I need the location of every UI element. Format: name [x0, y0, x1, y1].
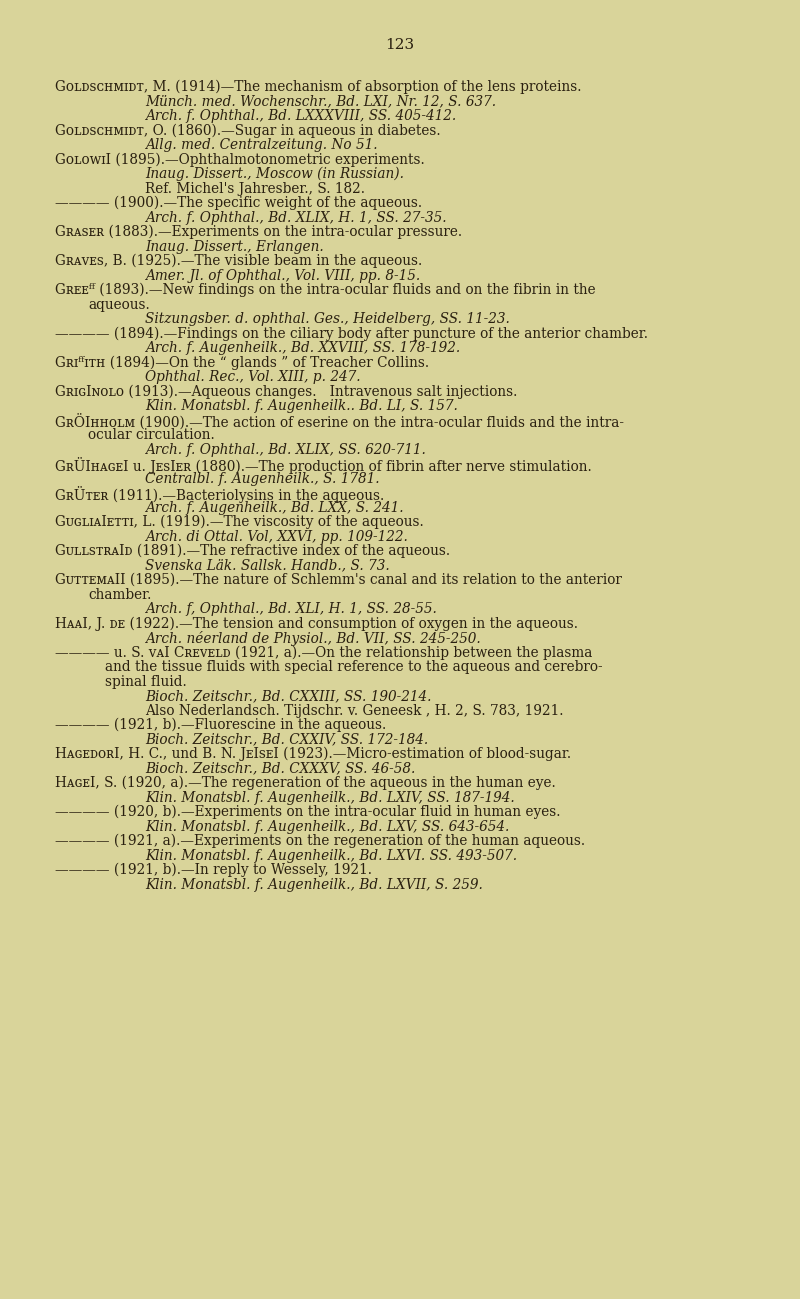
- Text: Arch. f. Ophthal., Bd. XLIX, SS. 620-711.: Arch. f. Ophthal., Bd. XLIX, SS. 620-711…: [145, 443, 426, 456]
- Text: GʀÜӀʜᴀɢᴇӀ u. JᴇѕӀᴇʀ (1880).—The production of fibrin after nerve stimulation.: GʀÜӀʜᴀɢᴇӀ u. JᴇѕӀᴇʀ (1880).—The producti…: [55, 457, 592, 474]
- Text: Gᴏʟᴅѕᴄʜᴍɪᴅᴛ, M. (1914)—The mechanism of absorption of the lens proteins.: Gᴏʟᴅѕᴄʜᴍɪᴅᴛ, M. (1914)—The mechanism of …: [55, 81, 582, 95]
- Text: Arch. f, Ophthal., Bd. XLI, H. 1, SS. 28-55.: Arch. f, Ophthal., Bd. XLI, H. 1, SS. 28…: [145, 601, 437, 616]
- Text: ———— (1921, b).—Fluorescine in the aqueous.: ———— (1921, b).—Fluorescine in the aqueo…: [55, 718, 386, 733]
- Text: chamber.: chamber.: [88, 587, 151, 601]
- Text: ———— u. S. ᴠᴀӀ Cʀᴇᴠᴇʟᴅ (1921, a).—On the relationship between the plasma: ———— u. S. ᴠᴀӀ Cʀᴇᴠᴇʟᴅ (1921, a).—On the…: [55, 646, 592, 660]
- Text: GʀÖӀʜʜᴏʟᴍ (1900).—The action of eserine on the intra-ocular fluids and the intra: GʀÖӀʜʜᴏʟᴍ (1900).—The action of eserine …: [55, 413, 624, 430]
- Text: Arch. f. Augenheilk., Bd. LXX, S. 241.: Arch. f. Augenheilk., Bd. LXX, S. 241.: [145, 500, 404, 514]
- Text: ———— (1920, b).—Experiments on the intra-ocular fluid in human eyes.: ———— (1920, b).—Experiments on the intra…: [55, 805, 561, 820]
- Text: HᴀɢᴇӀ, S. (1920, a).—The regeneration of the aqueous in the human eye.: HᴀɢᴇӀ, S. (1920, a).—The regeneration of…: [55, 776, 556, 790]
- Text: Klin. Monatsbl. f. Augenheilk., Bd. LXVI. SS. 493-507.: Klin. Monatsbl. f. Augenheilk., Bd. LXVI…: [145, 848, 517, 863]
- Text: GᴜʟʟѕᴛʀᴀӀᴅ (1891).—The refractive index of the aqueous.: GᴜʟʟѕᴛʀᴀӀᴅ (1891).—The refractive index …: [55, 544, 450, 559]
- Text: GʀÜᴛᴇʀ (1911).—Bacteriolysins in the aqueous.: GʀÜᴛᴇʀ (1911).—Bacteriolysins in the aqu…: [55, 486, 384, 503]
- Text: Klin. Monatsbl. f. Augenheilk., Bd. LXIV, SS. 187-194.: Klin. Monatsbl. f. Augenheilk., Bd. LXIV…: [145, 791, 514, 804]
- Text: GᴏʟᴏᴡɪӀ (1895).—Ophthalmotonometric experiments.: GᴏʟᴏᴡɪӀ (1895).—Ophthalmotonometric expe…: [55, 152, 425, 166]
- Text: GʀɪɢӀɴᴏʟᴏ (1913).—Aqueous changes.   Intravenous salt injections.: GʀɪɢӀɴᴏʟᴏ (1913).—Aqueous changes. Intra…: [55, 385, 518, 399]
- Text: Amer. Jl. of Ophthal., Vol. VIII, pp. 8-15.: Amer. Jl. of Ophthal., Vol. VIII, pp. 8-…: [145, 269, 420, 282]
- Text: aqueous.: aqueous.: [88, 297, 150, 312]
- Text: ocular circulation.: ocular circulation.: [88, 427, 214, 442]
- Text: Münch. med. Wochenschr., Bd. LXI, Nr. 12, S. 637.: Münch. med. Wochenschr., Bd. LXI, Nr. 12…: [145, 95, 496, 109]
- Text: GᴜɢʟɪᴀӀᴇᴛᴛɪ, L. (1919).—The viscosity of the aqueous.: GᴜɢʟɪᴀӀᴇᴛᴛɪ, L. (1919).—The viscosity of…: [55, 514, 424, 530]
- Text: ———— (1894).—Findings on the ciliary body after puncture of the anterior chamber: ———— (1894).—Findings on the ciliary bod…: [55, 326, 648, 340]
- Text: Svenska Läk. Sallsk. Handb., S. 73.: Svenska Läk. Sallsk. Handb., S. 73.: [145, 559, 390, 573]
- Text: Gᴏʟᴅѕᴄʜᴍɪᴅᴛ, O. (1860).—Sugar in aqueous in diabetes.: Gᴏʟᴅѕᴄʜᴍɪᴅᴛ, O. (1860).—Sugar in aqueous…: [55, 123, 441, 138]
- Text: Arch. f. Ophthal., Bd. XLIX, H. 1, SS. 27-35.: Arch. f. Ophthal., Bd. XLIX, H. 1, SS. 2…: [145, 210, 446, 225]
- Text: HᴀɢᴇᴅᴏʀӀ, H. C., und B. N. JᴇӀѕᴇӀ (1923).—Micro-estimation of blood-sugar.: HᴀɢᴇᴅᴏʀӀ, H. C., und B. N. JᴇӀѕᴇӀ (1923)…: [55, 747, 571, 761]
- Text: Bioch. Zeitschr., Bd. CXXXV, SS. 46-58.: Bioch. Zeitschr., Bd. CXXXV, SS. 46-58.: [145, 761, 415, 776]
- Text: spinal fluid.: spinal fluid.: [105, 674, 186, 688]
- Text: Also Nederlandsch. Tijdschr. v. Geneesk , H. 2, S. 783, 1921.: Also Nederlandsch. Tijdschr. v. Geneesk …: [145, 704, 563, 717]
- Text: Allg. med. Centralzeitung. No 51.: Allg. med. Centralzeitung. No 51.: [145, 138, 378, 152]
- Text: Ref. Michel's Jahresber., S. 182.: Ref. Michel's Jahresber., S. 182.: [145, 182, 365, 196]
- Text: ———— (1921, b).—In reply to Wessely, 1921.: ———— (1921, b).—In reply to Wessely, 192…: [55, 863, 372, 877]
- Text: Gʀᴇᴇᶠᶠ (1893).—New findings on the intra-ocular fluids and on the fibrin in the: Gʀᴇᴇᶠᶠ (1893).—New findings on the intra…: [55, 283, 596, 297]
- Text: HᴀᴀӀ, J. ᴅᴇ (1922).—The tension and consumption of oxygen in the aqueous.: HᴀᴀӀ, J. ᴅᴇ (1922).—The tension and cons…: [55, 617, 578, 631]
- Text: and the tissue fluids with special reference to the aqueous and cerebro-: and the tissue fluids with special refer…: [105, 660, 602, 674]
- Text: Bioch. Zeitschr., Bd. CXXIII, SS. 190-214.: Bioch. Zeitschr., Bd. CXXIII, SS. 190-21…: [145, 688, 431, 703]
- Text: Gʀᴀѕᴇʀ (1883).—Experiments on the intra-ocular pressure.: Gʀᴀѕᴇʀ (1883).—Experiments on the intra-…: [55, 225, 462, 239]
- Text: 123: 123: [386, 38, 414, 52]
- Text: Arch. di Ottal. Vol, XXVI, pp. 109-122.: Arch. di Ottal. Vol, XXVI, pp. 109-122.: [145, 530, 408, 543]
- Text: Ophthal. Rec., Vol. XIII, p. 247.: Ophthal. Rec., Vol. XIII, p. 247.: [145, 370, 361, 385]
- Text: Klin. Monatsbl. f. Augenheilk., Bd. LXVII, S. 259.: Klin. Monatsbl. f. Augenheilk., Bd. LXVI…: [145, 878, 483, 891]
- Text: Inaug. Dissert., Moscow (in Russian).: Inaug. Dissert., Moscow (in Russian).: [145, 168, 404, 182]
- Text: Arch. f. Ophthal., Bd. LXXXVIII, SS. 405-412.: Arch. f. Ophthal., Bd. LXXXVIII, SS. 405…: [145, 109, 456, 123]
- Text: Centralbl. f. Augenheilk., S. 1781.: Centralbl. f. Augenheilk., S. 1781.: [145, 472, 380, 486]
- Text: Arch. f. Augenheilk., Bd. XXVIII, SS. 178-192.: Arch. f. Augenheilk., Bd. XXVIII, SS. 17…: [145, 342, 460, 355]
- Text: Inaug. Dissert., Erlangen.: Inaug. Dissert., Erlangen.: [145, 239, 324, 253]
- Text: Gʀᴀᴠᴇѕ, B. (1925).—The visible beam in the aqueous.: Gʀᴀᴠᴇѕ, B. (1925).—The visible beam in t…: [55, 255, 422, 269]
- Text: Arch. néerland de Physiol., Bd. VII, SS. 245-250.: Arch. néerland de Physiol., Bd. VII, SS.…: [145, 631, 481, 646]
- Text: GᴜᴛᴛᴇᴍᴀӀӀ (1895).—The nature of Schlemm's canal and its relation to the anterior: GᴜᴛᴛᴇᴍᴀӀӀ (1895).—The nature of Schlemm'…: [55, 573, 622, 587]
- Text: Klin. Monatsbl. f. Augenheilk., Bd. LXV, SS. 643-654.: Klin. Monatsbl. f. Augenheilk., Bd. LXV,…: [145, 820, 510, 834]
- Text: Klin. Monatsbl. f. Augenheilk.. Bd. LI, S. 157.: Klin. Monatsbl. f. Augenheilk.. Bd. LI, …: [145, 399, 458, 413]
- Text: ———— (1900).—The specific weight of the aqueous.: ———— (1900).—The specific weight of the …: [55, 196, 422, 210]
- Text: Sitzungsber. d. ophthal. Ges., Heidelberg, SS. 11-23.: Sitzungsber. d. ophthal. Ges., Heidelber…: [145, 312, 510, 326]
- Text: ———— (1921, a).—Experiments on the regeneration of the human aqueous.: ———— (1921, a).—Experiments on the regen…: [55, 834, 585, 848]
- Text: Bioch. Zeitschr., Bd. CXXIV, SS. 172-184.: Bioch. Zeitschr., Bd. CXXIV, SS. 172-184…: [145, 733, 428, 747]
- Text: Gʀɪᶠᶠɪᴛʜ (1894)—On the “ glands ” of Treacher Collins.: Gʀɪᶠᶠɪᴛʜ (1894)—On the “ glands ” of Tre…: [55, 356, 429, 370]
